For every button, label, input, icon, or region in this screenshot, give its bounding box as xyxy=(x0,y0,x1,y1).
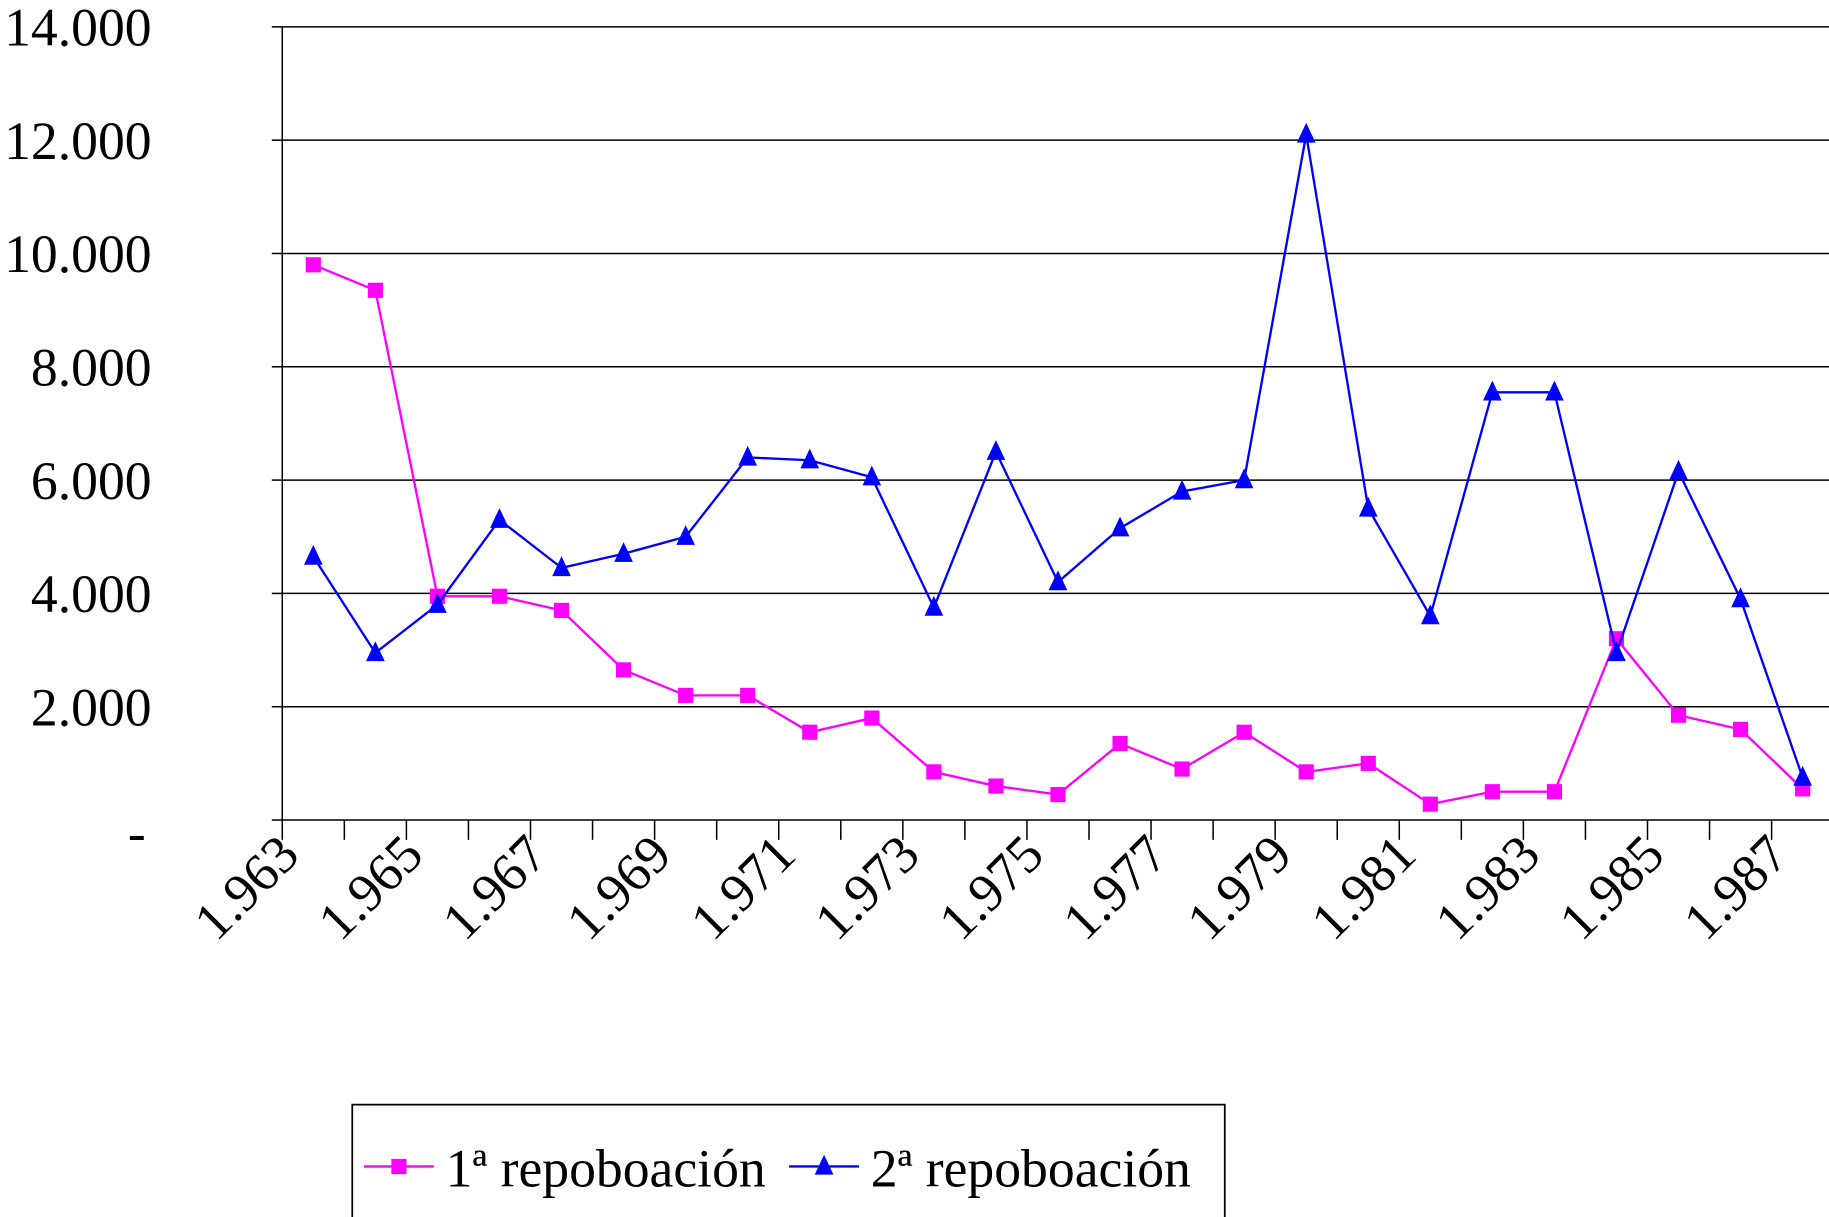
series-line xyxy=(312,134,1804,778)
marker xyxy=(1110,516,1130,537)
marker xyxy=(800,448,820,469)
marker xyxy=(926,764,942,780)
marker xyxy=(678,687,694,703)
marker xyxy=(1358,496,1378,517)
x-tick-label: 1.967 xyxy=(431,823,559,951)
y-tick-label: 12.000 xyxy=(4,111,152,171)
marker xyxy=(1669,459,1688,480)
marker xyxy=(1298,764,1314,780)
x-tick-label: 1.983 xyxy=(1423,823,1551,951)
marker xyxy=(391,1158,407,1175)
y-tick-label: 6.000 xyxy=(31,451,152,511)
marker xyxy=(740,687,756,703)
y-tick-label: - xyxy=(128,802,146,862)
marker xyxy=(490,508,509,528)
marker xyxy=(1172,479,1192,500)
x-tick-label: 1.987 xyxy=(1672,823,1800,951)
marker xyxy=(864,710,880,726)
y-tick-label: 8.000 xyxy=(31,337,152,397)
marker xyxy=(305,257,321,273)
y-tick-label: 14.000 xyxy=(4,0,152,58)
legend-label: 2ª repoboación xyxy=(871,1138,1191,1198)
marker xyxy=(552,556,571,577)
marker xyxy=(802,724,818,740)
marker xyxy=(1483,380,1502,401)
legend-box xyxy=(351,1103,1226,1217)
marker xyxy=(1050,786,1066,803)
marker xyxy=(367,282,383,298)
legend-label: 1ª repoboación xyxy=(446,1138,766,1198)
marker xyxy=(862,465,882,486)
marker xyxy=(1607,641,1626,662)
marker xyxy=(1484,784,1500,800)
marker xyxy=(1422,796,1438,812)
marker xyxy=(1733,721,1749,737)
x-tick-label: 1.985 xyxy=(1548,823,1676,951)
x-tick-label: 1.973 xyxy=(803,823,931,951)
x-tick-label: 1.977 xyxy=(1051,823,1179,951)
marker xyxy=(428,593,447,613)
marker xyxy=(986,440,1006,460)
marker xyxy=(988,778,1004,794)
x-tick-label: 1.971 xyxy=(679,823,807,951)
marker xyxy=(1545,380,1564,401)
y-tick-label: 4.000 xyxy=(31,564,152,624)
marker xyxy=(303,544,323,565)
marker xyxy=(1296,122,1316,143)
x-tick-label: 1.963 xyxy=(182,823,310,951)
y-tick-label: 10.000 xyxy=(4,224,152,284)
x-tick-label: 1.969 xyxy=(555,823,683,951)
y-tick-label: 2.000 xyxy=(31,677,152,737)
marker xyxy=(1234,468,1254,489)
marker xyxy=(1793,765,1812,786)
marker xyxy=(614,542,633,562)
marker xyxy=(924,595,944,616)
marker xyxy=(1360,755,1376,771)
x-tick-label: 1.981 xyxy=(1299,823,1427,951)
marker xyxy=(1236,724,1252,740)
marker xyxy=(1174,761,1190,777)
marker xyxy=(738,445,758,466)
marker xyxy=(491,588,508,604)
marker xyxy=(1670,707,1687,723)
marker xyxy=(1731,587,1750,608)
marker xyxy=(1546,784,1562,800)
x-tick-label: 1.979 xyxy=(1175,823,1303,951)
marker xyxy=(366,641,385,662)
marker xyxy=(814,1154,834,1175)
marker xyxy=(553,602,570,618)
marker xyxy=(676,525,695,545)
x-tick-label: 1.965 xyxy=(306,823,434,951)
marker xyxy=(616,662,632,678)
marker xyxy=(1112,735,1128,752)
series-line xyxy=(312,263,1804,806)
marker xyxy=(1420,604,1440,625)
x-tick-label: 1.975 xyxy=(927,823,1055,951)
marker xyxy=(1048,570,1068,591)
